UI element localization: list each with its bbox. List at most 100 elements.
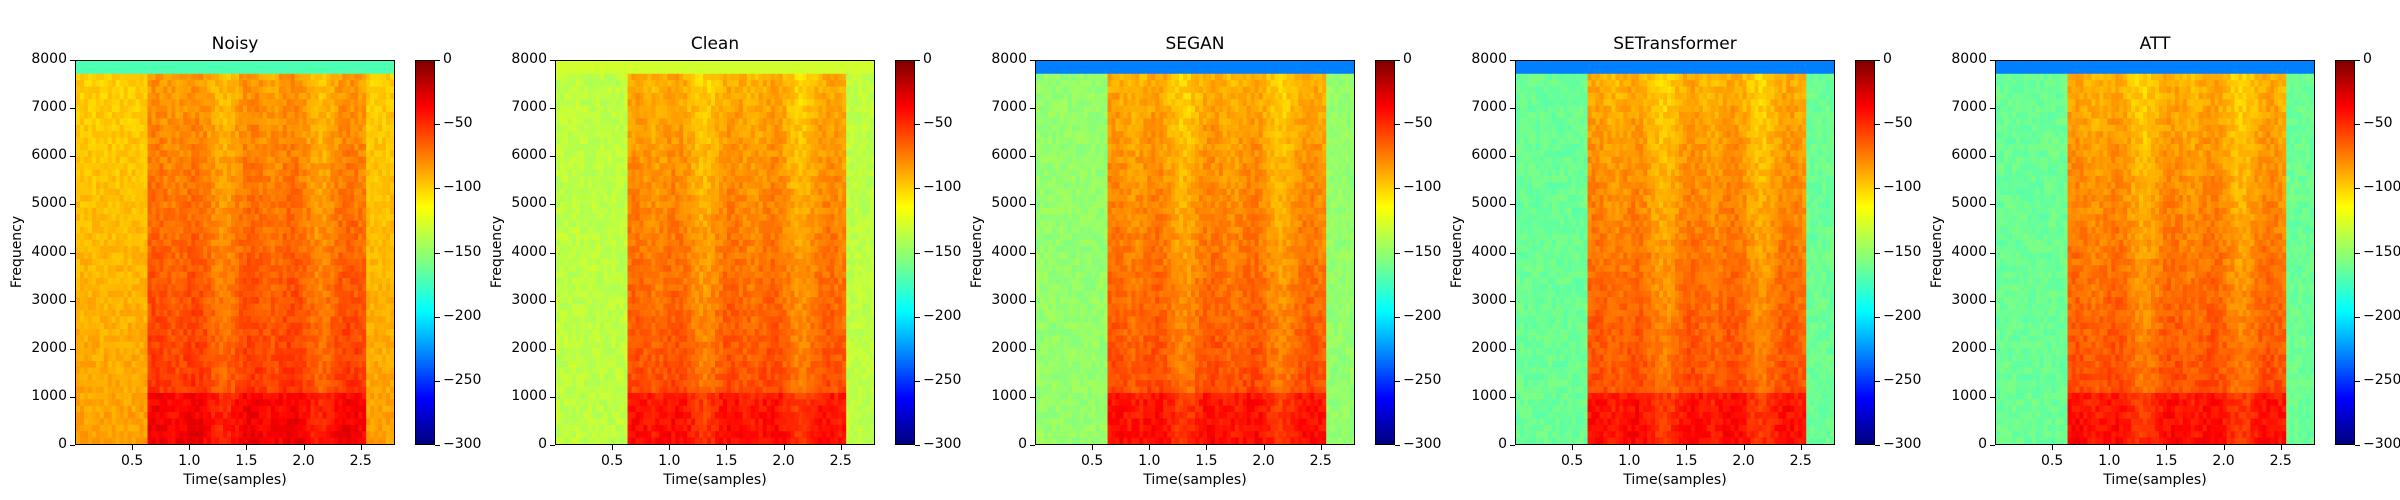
spectrogram-cell bbox=[195, 143, 200, 151]
spectrogram-cell bbox=[322, 73, 328, 81]
spectrogram-cell bbox=[330, 118, 335, 126]
spectrogram-cell bbox=[382, 182, 387, 190]
spectrogram-cell bbox=[338, 354, 343, 362]
spectrogram-cell bbox=[302, 258, 308, 266]
spectrogram-cell bbox=[87, 309, 93, 317]
spectrogram-cell bbox=[219, 175, 224, 183]
spectrogram-cell bbox=[223, 207, 228, 215]
spectrogram-cell bbox=[163, 214, 169, 222]
spectrogram-cell bbox=[95, 278, 101, 286]
spectrogram-cell bbox=[266, 169, 272, 177]
spectrogram-cell bbox=[235, 297, 240, 305]
spectrogram-cell bbox=[115, 163, 121, 171]
spectrogram-cell bbox=[135, 118, 141, 126]
spectrogram-cell bbox=[378, 118, 383, 126]
spectrogram-cell bbox=[139, 392, 145, 400]
spectrogram-cell bbox=[354, 309, 359, 317]
spectrogram-cell bbox=[151, 316, 157, 324]
spectrogram-cell bbox=[119, 386, 125, 394]
spectrogram-cell bbox=[183, 156, 188, 164]
spectrogram-cell bbox=[179, 309, 184, 317]
spectrogram-cell bbox=[95, 297, 101, 305]
spectrogram-cell bbox=[119, 297, 125, 305]
spectrogram-cell bbox=[147, 437, 153, 444]
spectrogram-cell bbox=[135, 405, 141, 413]
spectrogram-cell bbox=[354, 143, 359, 151]
spectrogram-cell bbox=[242, 284, 248, 292]
spectrogram-cell bbox=[195, 265, 200, 273]
spectrogram-cell bbox=[330, 380, 335, 388]
spectrogram-cell bbox=[103, 92, 109, 100]
spectrogram-cell bbox=[76, 233, 81, 241]
spectrogram-cell bbox=[76, 309, 81, 317]
spectrogram-cell bbox=[79, 233, 85, 241]
spectrogram-cell bbox=[346, 150, 351, 158]
spectrogram-cell bbox=[151, 431, 157, 439]
spectrogram-cell bbox=[322, 290, 328, 298]
spectrogram-axes bbox=[555, 60, 875, 445]
spectrogram-cell bbox=[155, 137, 161, 145]
spectrogram-cell bbox=[207, 61, 212, 68]
spectrogram-cell bbox=[159, 392, 165, 400]
spectrogram-cell bbox=[79, 361, 85, 368]
spectrogram-cell bbox=[151, 278, 157, 286]
spectrogram-cell bbox=[119, 118, 125, 126]
spectrogram-cell bbox=[262, 124, 268, 132]
spectrogram-cell bbox=[179, 392, 184, 400]
spectrogram-cell bbox=[318, 303, 324, 311]
spectrogram-cell bbox=[175, 137, 180, 145]
spectrogram-cell bbox=[211, 67, 216, 75]
spectrogram-cell bbox=[338, 195, 343, 203]
spectrogram-cell bbox=[274, 424, 280, 432]
spectrogram-cell bbox=[294, 131, 300, 139]
spectrogram-cell bbox=[318, 367, 324, 375]
spectrogram-cell bbox=[183, 112, 188, 120]
spectrogram-cell bbox=[350, 226, 355, 234]
spectrogram-cell bbox=[366, 354, 371, 362]
spectrogram-cell bbox=[175, 233, 180, 241]
spectrogram-cell bbox=[175, 92, 180, 100]
spectrogram-cell bbox=[135, 297, 141, 305]
spectrogram-cell bbox=[163, 335, 169, 343]
spectrogram-cell bbox=[76, 61, 81, 68]
spectrogram-cell bbox=[286, 309, 292, 317]
spectrogram-cell bbox=[282, 169, 288, 177]
spectrogram-cell bbox=[258, 418, 264, 426]
spectrogram-cell bbox=[151, 124, 157, 132]
spectrogram-cell bbox=[298, 361, 304, 368]
spectrogram-cell bbox=[191, 303, 196, 311]
spectrogram-cell bbox=[254, 258, 260, 266]
spectrogram-cell bbox=[338, 239, 343, 247]
spectrogram-cell bbox=[183, 367, 188, 375]
spectrogram-cell bbox=[378, 348, 383, 356]
spectrogram-cell bbox=[250, 137, 256, 145]
spectrogram-cell bbox=[262, 118, 268, 126]
spectrogram-cell bbox=[286, 188, 292, 196]
spectrogram-cell bbox=[123, 226, 129, 234]
spectrogram-cell bbox=[378, 175, 383, 183]
spectrogram-cell bbox=[286, 322, 292, 330]
spectrogram-cell bbox=[87, 437, 93, 444]
spectrogram-cell bbox=[207, 105, 212, 113]
spectrogram-cell bbox=[103, 405, 109, 413]
spectrogram-cell bbox=[107, 437, 113, 444]
spectrogram-cell bbox=[382, 322, 387, 330]
spectrogram-cell bbox=[390, 220, 394, 228]
spectrogram-cell bbox=[378, 252, 383, 260]
spectrogram-cell bbox=[358, 73, 363, 81]
spectrogram-cell bbox=[227, 341, 232, 349]
spectrogram-cell bbox=[211, 424, 216, 432]
spectrogram-cell bbox=[334, 92, 339, 100]
spectrogram-cell bbox=[386, 303, 391, 311]
spectrogram-cell bbox=[119, 348, 125, 356]
spectrogram-cell bbox=[111, 341, 117, 349]
spectrogram-cell bbox=[151, 284, 157, 292]
spectrogram-cell bbox=[282, 143, 288, 151]
spectrogram-cell bbox=[235, 226, 240, 234]
spectrogram-cell bbox=[350, 341, 355, 349]
spectrogram-cell bbox=[119, 156, 125, 164]
spectrogram-cell bbox=[314, 290, 320, 298]
spectrogram-cell bbox=[183, 195, 188, 203]
spectrogram-cell bbox=[286, 405, 292, 413]
spectrogram-cell bbox=[310, 131, 316, 139]
